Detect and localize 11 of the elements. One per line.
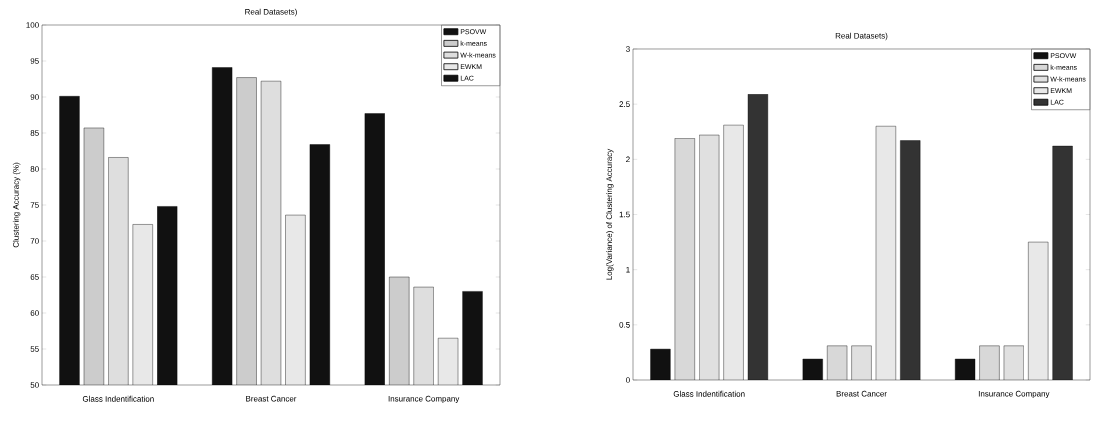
bar xyxy=(851,345,872,380)
bar xyxy=(875,126,896,380)
bar xyxy=(1028,241,1049,380)
bar xyxy=(650,348,671,380)
bar xyxy=(699,134,720,380)
bar xyxy=(723,124,744,380)
bar xyxy=(1052,145,1073,380)
bar xyxy=(747,94,769,380)
bar xyxy=(900,140,921,380)
bar xyxy=(674,138,695,380)
bar xyxy=(979,345,1000,380)
